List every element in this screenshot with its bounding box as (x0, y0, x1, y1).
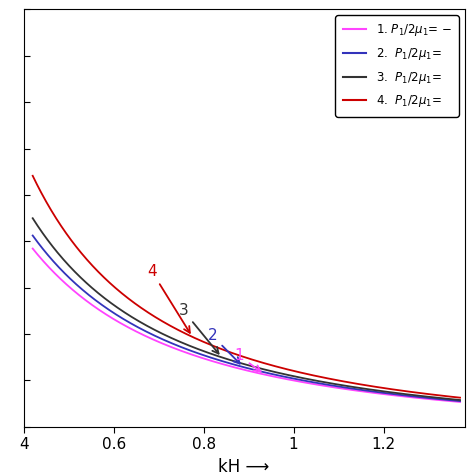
Text: 4: 4 (147, 264, 190, 333)
Text: 2: 2 (208, 328, 240, 364)
X-axis label: kH ⟶: kH ⟶ (219, 457, 270, 474)
Legend: 1. $P_1/2\mu_1$= $-$, 2.  $P_1/2\mu_1$=, 3.  $P_1/2\mu_1$=, 4.  $P_1/2\mu_1$=: 1. $P_1/2\mu_1$= $-$, 2. $P_1/2\mu_1$=, … (336, 15, 459, 117)
Text: 1: 1 (235, 348, 261, 372)
Text: 3: 3 (179, 303, 219, 354)
